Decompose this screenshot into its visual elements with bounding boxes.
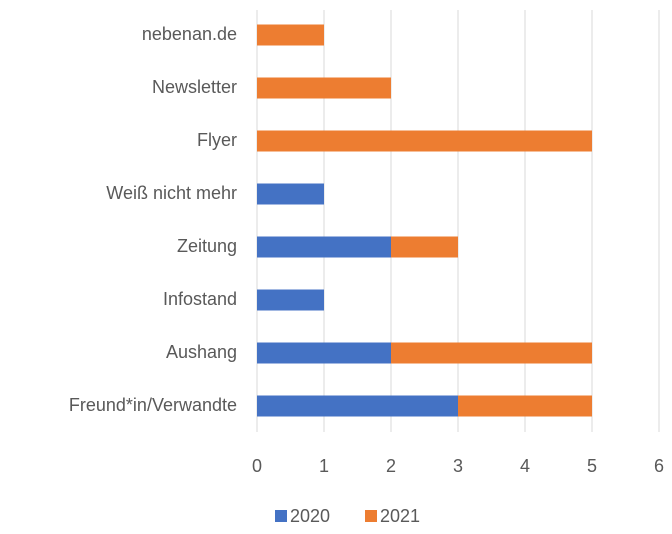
bar: [257, 236, 391, 258]
x-tick-label: 5: [587, 456, 597, 476]
y-tick-label: Freund*in/Verwandte: [69, 395, 237, 415]
bar: [257, 24, 324, 46]
bar: [257, 77, 391, 99]
bar: [257, 183, 324, 205]
y-tick-label: Newsletter: [152, 77, 237, 97]
x-tick-label: 1: [319, 456, 329, 476]
y-tick-label: Flyer: [197, 130, 237, 150]
y-tick-label: Weiß nicht mehr: [106, 183, 237, 203]
y-tick-label: Aushang: [166, 342, 237, 362]
legend-label: 2020: [290, 506, 330, 526]
legend-swatch: [275, 510, 287, 522]
x-tick-label: 2: [386, 456, 396, 476]
bar: [257, 289, 324, 311]
bar: [257, 342, 391, 364]
x-tick-label: 6: [654, 456, 664, 476]
bar: [391, 236, 458, 258]
y-tick-label: Infostand: [163, 289, 237, 309]
x-tick-label: 4: [520, 456, 530, 476]
bar: [458, 395, 592, 417]
bar: [391, 342, 592, 364]
bar: [257, 130, 592, 152]
x-tick-label: 3: [453, 456, 463, 476]
legend-label: 2021: [380, 506, 420, 526]
y-tick-label: Zeitung: [177, 236, 237, 256]
legend-swatch: [365, 510, 377, 522]
y-tick-label: nebenan.de: [142, 24, 237, 44]
bar: [257, 395, 458, 417]
x-tick-label: 0: [252, 456, 262, 476]
